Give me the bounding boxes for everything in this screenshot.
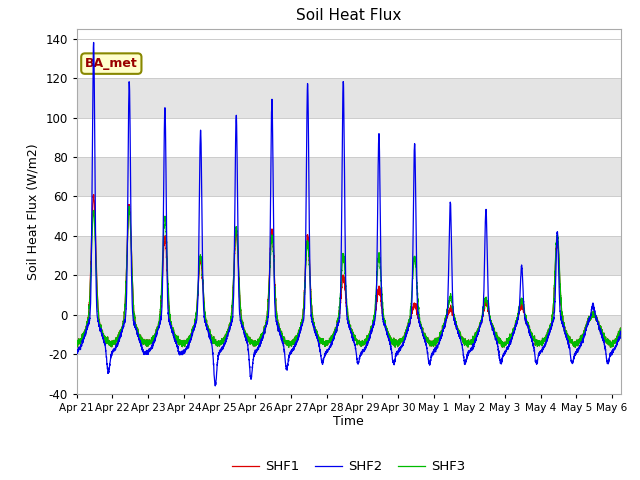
SHF1 [90,192,97,197]
SHF3 [517,298,525,303]
SHF2 [239,325,246,331]
Text: BA_met: BA_met [85,57,138,70]
SHF2 [73,350,81,356]
SHF2 [211,383,219,389]
X-axis label: Time: Time [333,415,364,429]
SHF2 [617,328,625,334]
SHF1 [232,232,239,238]
SHF3 [285,345,292,350]
SHF1 [237,312,245,318]
SHF2 [409,263,417,268]
Title: Soil Heat Flux: Soil Heat Flux [296,9,401,24]
Y-axis label: Soil Heat Flux (W/m2): Soil Heat Flux (W/m2) [27,143,40,279]
SHF2 [517,267,525,273]
SHF1 [409,307,417,313]
Bar [77,196,621,236]
SHF2 [237,321,245,326]
SHF2 [232,131,239,137]
Bar [77,276,621,315]
SHF2 [392,352,399,358]
SHF3 [237,312,245,318]
Bar [77,78,621,118]
Bar [77,39,621,78]
Bar [77,236,621,276]
SHF3 [232,228,239,234]
SHF1 [392,339,399,345]
SHF1 [239,323,246,328]
SHF1 [617,325,625,331]
Line: SHF3: SHF3 [77,206,621,348]
SHF3 [125,204,133,209]
Bar [77,157,621,196]
SHF1 [73,342,81,348]
Line: SHF2: SHF2 [77,42,621,386]
Line: SHF1: SHF1 [77,194,621,348]
SHF3 [617,325,625,331]
SHF1 [517,303,525,309]
SHF3 [73,342,81,348]
SHF3 [239,323,246,328]
Bar [77,118,621,157]
SHF3 [392,339,399,345]
Legend: SHF1, SHF2, SHF3: SHF1, SHF2, SHF3 [227,455,471,479]
Bar [77,354,621,394]
SHF2 [90,39,97,45]
SHF1 [285,345,292,350]
Bar [77,315,621,354]
SHF3 [409,276,417,282]
